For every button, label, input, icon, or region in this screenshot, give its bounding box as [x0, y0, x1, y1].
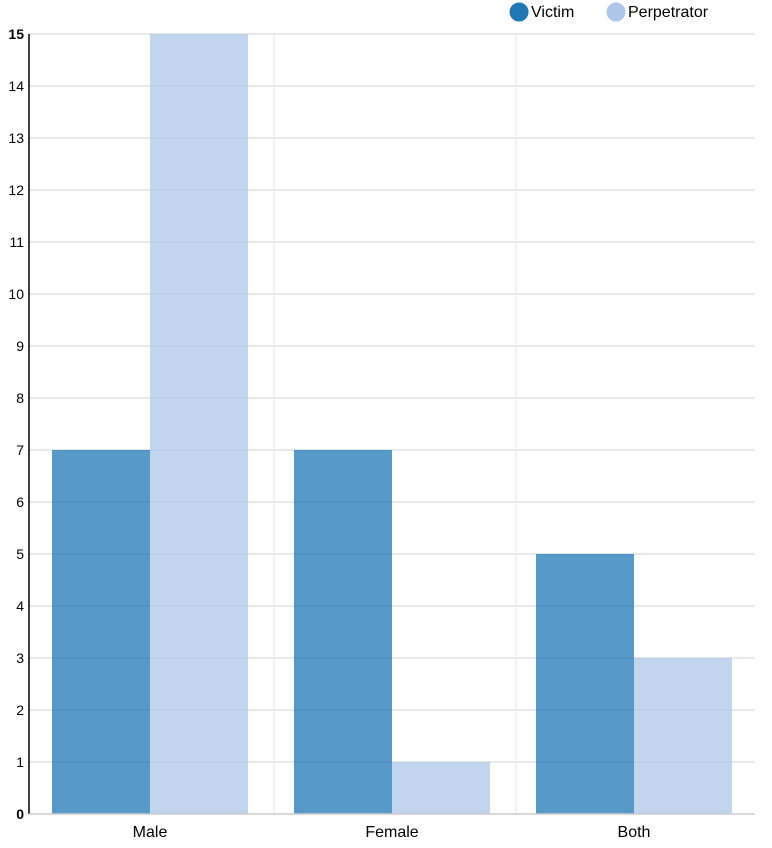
legend-item-victim[interactable]: Victim [509, 2, 574, 22]
legend-swatch [509, 2, 529, 22]
bar-victim-male[interactable] [52, 450, 150, 814]
y-tick-label: 0 [16, 806, 24, 822]
legend-item-perpetrator[interactable]: Perpetrator [606, 2, 709, 22]
bar-victim-both[interactable] [536, 554, 634, 814]
y-tick-label: 14 [8, 78, 24, 94]
y-tick-label: 11 [9, 234, 24, 250]
y-tick-label: 4 [16, 598, 24, 614]
bar-perpetrator-male[interactable] [150, 34, 248, 814]
x-tick-label: Both [618, 824, 651, 841]
x-tick-label: Male [133, 824, 168, 841]
y-tick-label: 3 [16, 650, 24, 666]
legend[interactable]: Victim Perpetrator [509, 2, 709, 22]
y-tick-label: 12 [8, 182, 24, 198]
y-tick-label: 1 [16, 754, 24, 770]
y-tick-label: 10 [8, 286, 24, 302]
bar-perpetrator-both[interactable] [634, 658, 732, 814]
y-tick-label: 9 [16, 338, 24, 354]
bar-perpetrator-female[interactable] [392, 762, 490, 814]
y-tick-label: 13 [8, 130, 24, 146]
y-tick-label: 5 [16, 546, 24, 562]
bars-layer [52, 34, 732, 814]
y-tick-label: 7 [16, 442, 24, 458]
y-tick-label: 8 [16, 390, 24, 406]
legend-swatch [606, 2, 626, 22]
x-tick-label: Female [365, 824, 418, 841]
y-tick-label: 6 [16, 494, 24, 510]
bar-victim-female[interactable] [294, 450, 392, 814]
legend-label: Perpetrator [628, 4, 709, 21]
y-tick-label: 15 [8, 26, 24, 42]
y-tick-label: 2 [16, 702, 24, 718]
legend-label: Victim [531, 4, 574, 21]
